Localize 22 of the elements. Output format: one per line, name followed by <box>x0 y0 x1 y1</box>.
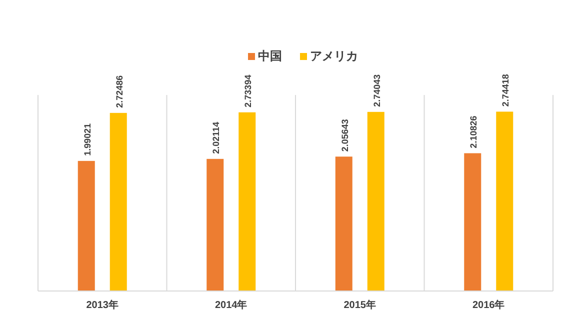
data-label: 2.02114 <box>211 122 222 154</box>
data-label: 2.73394 <box>243 74 254 108</box>
x-tick-label: 2014年 <box>215 299 248 311</box>
data-label: 2.05643 <box>340 119 350 152</box>
bar <box>367 112 384 291</box>
legend-label: 中国 <box>258 49 282 63</box>
x-tick-label: 2016年 <box>472 299 505 311</box>
data-label: 2.74043 <box>372 74 382 107</box>
bar <box>238 112 256 291</box>
bar <box>110 112 127 291</box>
data-label: 2.74418 <box>500 74 511 107</box>
bar <box>206 158 224 291</box>
bar <box>335 156 352 291</box>
data-label: 2.72486 <box>114 75 124 108</box>
data-label: 1.99021 <box>82 123 92 156</box>
bar <box>78 160 95 291</box>
data-label: 2.10826 <box>468 116 479 148</box>
bar <box>464 153 482 291</box>
bar <box>496 112 514 291</box>
x-tick-label: 2013年 <box>86 299 118 311</box>
legend-label: アメリカ <box>310 49 358 63</box>
x-tick-label: 2015年 <box>344 299 376 311</box>
